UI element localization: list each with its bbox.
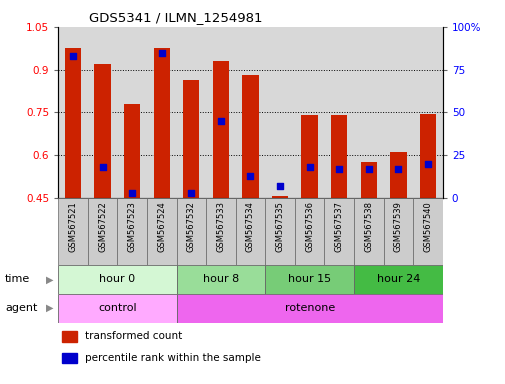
Bar <box>62 353 77 364</box>
Text: GSM567524: GSM567524 <box>157 201 166 252</box>
Text: control: control <box>98 303 136 313</box>
Bar <box>383 198 413 265</box>
Bar <box>176 198 206 265</box>
Point <box>158 50 166 56</box>
Text: GSM567539: GSM567539 <box>393 201 402 252</box>
Point <box>98 164 107 170</box>
Bar <box>354 265 442 294</box>
Text: percentile rank within the sample: percentile rank within the sample <box>85 353 261 363</box>
Bar <box>183 79 199 198</box>
Text: time: time <box>5 274 30 285</box>
Bar <box>294 198 324 265</box>
Bar <box>124 104 140 198</box>
Text: ▶: ▶ <box>45 274 53 285</box>
Bar <box>176 265 265 294</box>
Bar <box>242 75 258 198</box>
Text: transformed count: transformed count <box>85 331 182 341</box>
Text: agent: agent <box>5 303 37 313</box>
Point <box>393 166 401 172</box>
Text: hour 15: hour 15 <box>287 274 331 285</box>
Point <box>423 161 431 167</box>
Point <box>187 190 195 196</box>
Bar <box>62 331 77 341</box>
Text: GSM567521: GSM567521 <box>68 201 77 252</box>
Bar <box>87 198 117 265</box>
Text: GSM567537: GSM567537 <box>334 201 343 252</box>
Text: GDS5341 / ILMN_1254981: GDS5341 / ILMN_1254981 <box>89 11 262 24</box>
Point <box>128 190 136 196</box>
Bar <box>265 265 354 294</box>
Bar <box>58 265 176 294</box>
Point <box>246 172 254 179</box>
Bar <box>360 162 376 198</box>
Bar <box>419 114 435 198</box>
Bar <box>330 115 346 198</box>
Bar <box>212 61 229 198</box>
Bar <box>58 294 176 323</box>
Text: ▶: ▶ <box>45 303 53 313</box>
Point <box>217 118 225 124</box>
Bar <box>65 48 81 198</box>
Text: hour 24: hour 24 <box>376 274 419 285</box>
Point <box>364 166 372 172</box>
Bar <box>354 198 383 265</box>
Bar <box>58 198 87 265</box>
Bar <box>265 198 294 265</box>
Text: GSM567523: GSM567523 <box>127 201 136 252</box>
Bar <box>176 294 442 323</box>
Text: GSM567536: GSM567536 <box>305 201 314 252</box>
Bar <box>389 152 406 198</box>
Point <box>305 164 313 170</box>
Bar <box>154 48 170 198</box>
Text: GSM567522: GSM567522 <box>98 201 107 252</box>
Bar <box>271 196 288 198</box>
Point <box>334 166 342 172</box>
Text: GSM567532: GSM567532 <box>186 201 195 252</box>
Bar <box>146 198 176 265</box>
Bar <box>324 198 353 265</box>
Bar <box>413 198 442 265</box>
Point <box>69 53 77 59</box>
Point <box>275 183 283 189</box>
Text: GSM567535: GSM567535 <box>275 201 284 252</box>
Bar <box>94 64 111 198</box>
Text: rotenone: rotenone <box>284 303 334 313</box>
Text: GSM567533: GSM567533 <box>216 201 225 252</box>
Text: GSM567538: GSM567538 <box>364 201 373 252</box>
Bar <box>301 115 317 198</box>
Text: hour 0: hour 0 <box>99 274 135 285</box>
Bar <box>206 198 235 265</box>
Bar <box>235 198 265 265</box>
Text: hour 8: hour 8 <box>203 274 238 285</box>
Bar <box>117 198 146 265</box>
Text: GSM567540: GSM567540 <box>423 201 432 252</box>
Text: GSM567534: GSM567534 <box>245 201 255 252</box>
